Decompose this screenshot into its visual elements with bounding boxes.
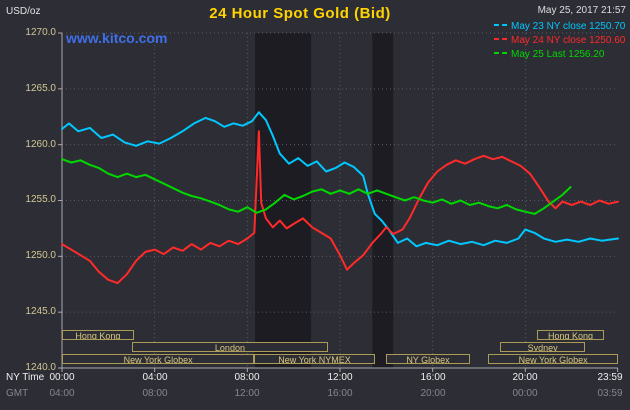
legend-label: May 24 NY close 1250.60 — [511, 35, 626, 46]
chart-datetime: May 25, 2017 21:57 — [537, 5, 626, 16]
x-axis-caption-gmt: GMT — [6, 388, 29, 399]
series-line-may-24 — [61, 130, 619, 285]
x-axis-tick-label-ny: 20:00 — [512, 372, 538, 383]
legend-line-marker-icon — [494, 23, 507, 29]
y-axis-tick-label: 1245.0 — [25, 306, 56, 317]
x-axis-tick-label-ny: 08:00 — [234, 372, 260, 383]
x-axis-tick-label-ny: 16:00 — [420, 372, 446, 383]
x-axis-tick-label-ny: 04:00 — [142, 372, 168, 383]
legend-label: May 23 NY close 1250.70 — [511, 21, 626, 32]
x-axis-tick-label-gmt: 16:00 — [327, 388, 353, 399]
y-axis-tick-label: 1255.0 — [25, 194, 56, 205]
x-axis-caption-ny: NY Time — [6, 372, 45, 383]
chart-legend: May 23 NY close 1250.70 May 24 NY close 1… — [476, 20, 626, 62]
series-line-may-25 — [61, 158, 572, 215]
y-axis-tick-label: 1250.0 — [25, 250, 56, 261]
x-axis-tick-label-ny: 00:00 — [49, 372, 75, 383]
y-axis-tick-label: 1240.0 — [25, 362, 56, 373]
legend-entry: May 25 Last 1256.20 — [494, 48, 626, 62]
series-line-may-23 — [61, 111, 619, 248]
legend-entry: May 23 NY close 1250.70 — [494, 20, 626, 34]
x-axis-tick-label-gmt: 12:00 — [234, 388, 260, 399]
x-axis-tick-label-gmt: 00:00 — [512, 388, 538, 399]
x-axis-tick-label-gmt: 04:00 — [49, 388, 75, 399]
x-axis-tick-label-ny: 12:00 — [327, 372, 353, 383]
y-axis-unit-label: USD/oz — [6, 6, 41, 17]
x-axis-tick-label-gmt: 08:00 — [142, 388, 168, 399]
legend-line-marker-icon — [494, 37, 507, 43]
kitco-watermark: www.kitco.com — [66, 30, 168, 46]
y-axis-tick-label: 1260.0 — [25, 139, 56, 150]
legend-label: May 25 Last 1256.20 — [511, 49, 605, 60]
shaded-band — [255, 33, 312, 368]
page-title: 24 Hour Spot Gold (Bid) — [209, 5, 391, 22]
header-right: May 25, 2017 21:57 May 23 NY close 1250.… — [476, 5, 626, 62]
y-axis-tick-label: 1270.0 — [25, 27, 56, 38]
x-axis-tick-label-gmt: 03:59 — [597, 388, 623, 399]
y-axis-tick-label: 1265.0 — [25, 83, 56, 94]
legend-entry: May 24 NY close 1250.60 — [494, 34, 626, 48]
x-axis-tick-label-ny: 23:59 — [597, 372, 623, 383]
x-axis-tick-label-gmt: 20:00 — [420, 388, 446, 399]
legend-line-marker-icon — [494, 51, 507, 57]
